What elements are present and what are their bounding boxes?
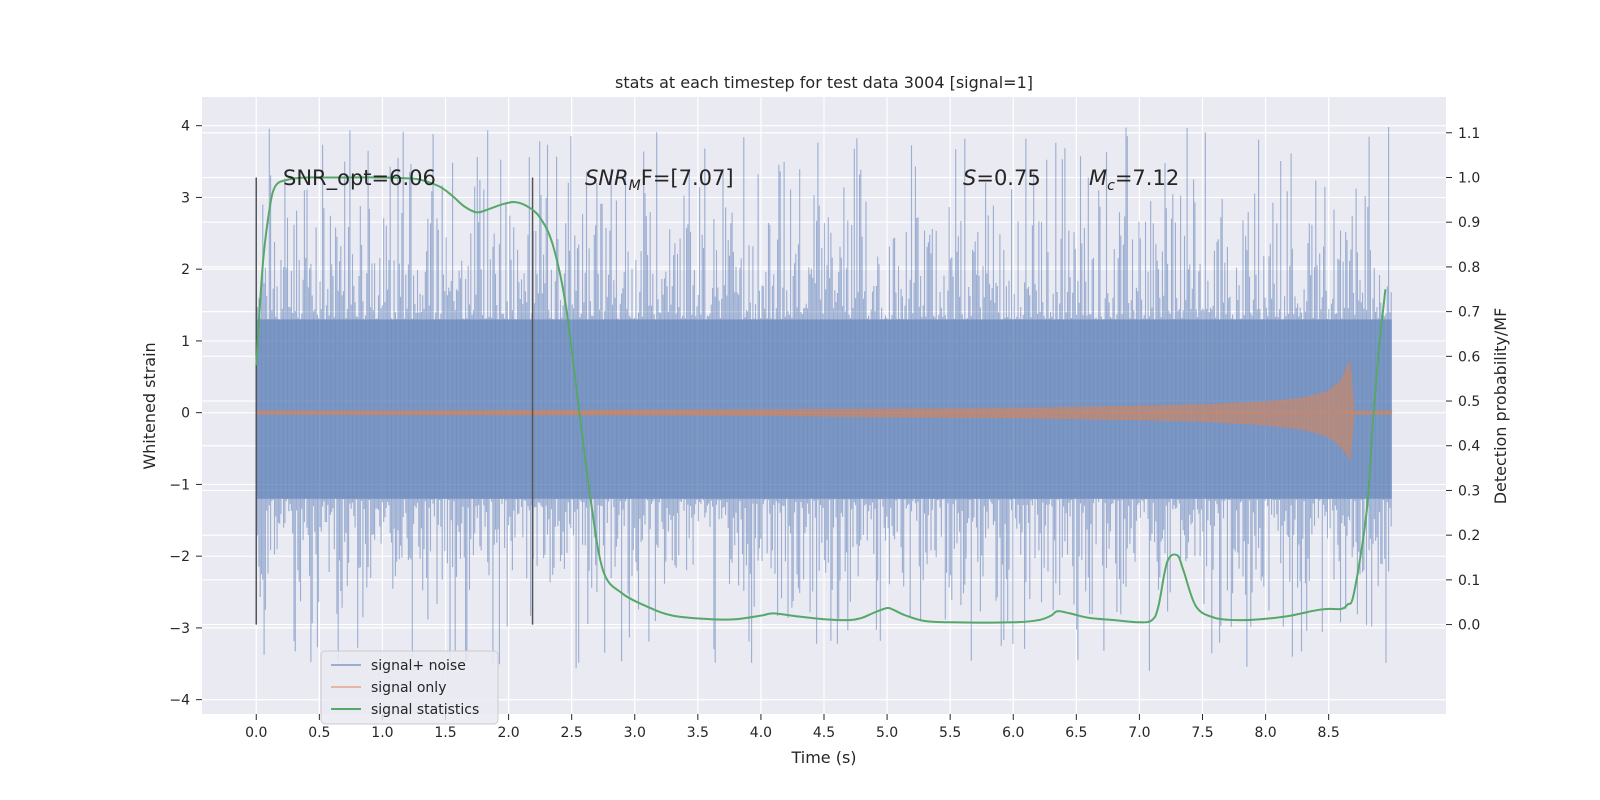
y-right-tick-label: 1.0: [1458, 170, 1480, 186]
y-right-tick-label: 0.1: [1458, 573, 1480, 589]
chart-title: stats at each timestep for test data 300…: [615, 73, 1033, 92]
x-tick-label: 1.5: [434, 725, 456, 741]
x-tick-label: 8.0: [1254, 725, 1276, 741]
x-tick-label: 1.0: [371, 725, 393, 741]
x-tick-label: 2.0: [497, 725, 519, 741]
signal-envelope: [255, 361, 1393, 461]
y-right-tick-label: 0.5: [1458, 394, 1480, 410]
y-axis-left: 4 3 2 1 0 −1 −2 −3 −4: [169, 119, 202, 709]
y-tick-label: 3: [181, 190, 190, 206]
x-tick-label: 3.0: [624, 725, 646, 741]
series-signal-only: [255, 361, 1393, 461]
series-signal-statistics: [255, 176, 1387, 624]
legend: signal+ noise signal only signal statist…: [320, 650, 499, 725]
y-right-tick-label: 0.9: [1458, 215, 1480, 231]
annotation-snr-mf: SNRMF=[7.07]: [585, 166, 734, 194]
x-axis: 0.0 0.5 1.0 1.5 2.0 2.5 3.0 3.5 4.0 4.5 5.0 5.5 6.0 6…: [245, 714, 1340, 741]
y-right-tick-label: 0.0: [1458, 618, 1480, 634]
x-tick-label: 2.5: [561, 725, 583, 741]
y-tick-label: 2: [181, 262, 190, 278]
y-right-tick-label: 0.7: [1458, 305, 1480, 321]
y-tick-label: −3: [169, 621, 190, 637]
x-tick-label: 0.5: [308, 725, 330, 741]
x-tick-label: 7.0: [1128, 725, 1150, 741]
x-tick-label: 5.5: [939, 725, 961, 741]
x-tick-label: 6.5: [1065, 725, 1087, 741]
x-tick-label: 3.5: [687, 725, 709, 741]
x-axis-label: Time (s): [790, 748, 856, 767]
legend-label-signal: signal only: [371, 680, 446, 696]
y-tick-label: 1: [181, 334, 190, 350]
x-tick-label: 7.5: [1191, 725, 1213, 741]
vertical-markers: [255, 177, 534, 625]
annotation-snr-opt: SNR_opt=6.06: [283, 166, 436, 191]
legend-box: [320, 650, 499, 725]
y-tick-label: 4: [181, 119, 190, 135]
y-axis-label-right: Detection probability/MF: [1491, 308, 1510, 505]
y-right-tick-label: 0.3: [1458, 483, 1480, 499]
y-axis-right: 1.1 1.0 0.9 0.8 0.7 0.6 0.5 0.4 0.3 0.2 0.1 0.0: [1446, 126, 1480, 634]
x-tick-label: 5.0: [876, 725, 898, 741]
legend-label-stats: signal statistics: [371, 702, 479, 718]
legend-label-noise: signal+ noise: [371, 658, 466, 674]
y-right-tick-label: 0.4: [1458, 439, 1480, 455]
x-tick-label: 4.5: [813, 725, 835, 741]
y-right-tick-label: 0.6: [1458, 349, 1480, 365]
y-tick-label: −1: [169, 477, 190, 493]
y-right-tick-label: 0.8: [1458, 260, 1480, 276]
stats-line: [255, 176, 1387, 624]
y-axis-label-left: Whitened strain: [140, 342, 159, 469]
x-tick-label: 0.0: [245, 725, 267, 741]
y-right-tick-label: 0.2: [1458, 528, 1480, 544]
y-right-tick-label: 1.1: [1458, 126, 1480, 142]
x-tick-label: 8.5: [1318, 725, 1340, 741]
annotation-mc: Mc=7.12: [1089, 166, 1179, 194]
y-tick-label: −2: [169, 549, 190, 565]
y-tick-label: −4: [169, 693, 190, 709]
x-tick-label: 6.0: [1002, 725, 1024, 741]
y-tick-label: 0: [181, 406, 190, 422]
x-tick-label: 4.0: [750, 725, 772, 741]
annotation-s: S=0.75: [963, 166, 1041, 190]
